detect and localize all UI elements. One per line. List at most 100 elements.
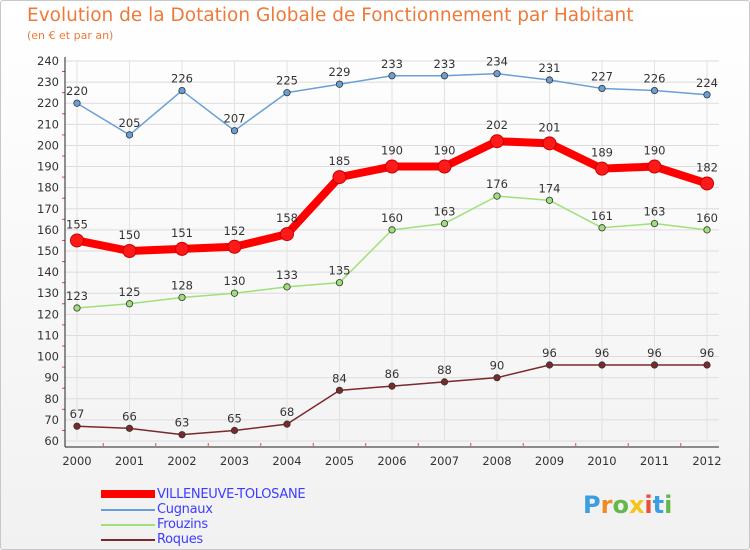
data-label-frouzins: 125 — [119, 285, 141, 299]
legend-swatch — [101, 509, 155, 511]
y-tick-label: 170 — [37, 202, 59, 216]
legend-item: Frouzins — [101, 517, 401, 532]
x-tick-label: 2003 — [220, 454, 249, 468]
data-label-frouzins: 163 — [434, 205, 456, 219]
data-label-villeneuve-tolosane: 190 — [381, 144, 403, 158]
data-label-roques: 96 — [647, 346, 662, 360]
data-label-cugnaux: 207 — [224, 112, 246, 126]
data-label-cugnaux: 227 — [591, 69, 613, 83]
data-label-roques: 96 — [595, 346, 610, 360]
data-label-roques: 65 — [227, 411, 242, 425]
data-label-cugnaux: 224 — [696, 76, 718, 90]
x-tick-label: 2012 — [692, 454, 721, 468]
x-tick-label: 2005 — [325, 454, 354, 468]
data-label-cugnaux: 225 — [276, 74, 298, 88]
data-point-cugnaux — [545, 76, 554, 84]
data-point-villeneuve-tolosane — [332, 170, 347, 185]
data-point-cugnaux — [650, 86, 659, 95]
data-point-frouzins — [335, 279, 344, 287]
y-tick-label: 240 — [37, 54, 59, 68]
data-point-villeneuve-tolosane — [542, 136, 557, 151]
data-point-villeneuve-tolosane — [227, 239, 242, 254]
chart-title: Evolution de la Dotation Globale de Fonc… — [27, 5, 634, 26]
data-label-villeneuve-tolosane: 155 — [66, 217, 88, 231]
x-tick-label: 2010 — [587, 454, 616, 468]
data-label-cugnaux: 205 — [119, 116, 141, 130]
logo-letter: i — [644, 491, 653, 519]
data-label-cugnaux: 233 — [381, 57, 403, 71]
data-label-villeneuve-tolosane: 151 — [171, 226, 193, 240]
data-point-roques — [388, 382, 396, 390]
data-label-frouzins: 160 — [381, 211, 403, 225]
y-tick-label: 180 — [37, 181, 59, 195]
data-point-frouzins — [388, 226, 396, 234]
data-label-roques: 84 — [332, 371, 347, 385]
data-point-cugnaux — [178, 86, 186, 95]
data-label-villeneuve-tolosane: 152 — [224, 224, 246, 238]
y-tick-label: 70 — [44, 413, 59, 427]
data-point-frouzins — [230, 289, 239, 297]
x-tick-label: 2011 — [640, 454, 669, 468]
data-point-frouzins — [703, 226, 711, 234]
data-label-frouzins: 133 — [276, 268, 298, 282]
data-point-frouzins — [493, 192, 501, 200]
data-label-villeneuve-tolosane: 190 — [644, 144, 666, 158]
data-point-roques — [703, 361, 711, 369]
legend-label: Frouzins — [157, 517, 208, 532]
data-label-villeneuve-tolosane: 158 — [276, 211, 298, 225]
data-label-frouzins: 128 — [171, 278, 193, 292]
data-point-villeneuve-tolosane — [175, 241, 189, 256]
data-label-frouzins: 123 — [66, 289, 88, 303]
x-tick-label: 2006 — [377, 454, 406, 468]
y-tick-label: 90 — [44, 371, 59, 385]
data-label-cugnaux: 220 — [66, 84, 88, 98]
data-point-frouzins — [178, 293, 186, 302]
data-point-roques — [125, 424, 134, 432]
data-label-villeneuve-tolosane: 185 — [329, 154, 351, 168]
data-label-villeneuve-tolosane: 190 — [434, 144, 456, 158]
data-point-frouzins — [598, 224, 606, 232]
proxiti-logo: Proxiti — [583, 491, 672, 519]
x-tick-label: 2007 — [430, 454, 459, 468]
data-point-cugnaux — [440, 72, 449, 80]
y-tick-label: 230 — [37, 75, 59, 89]
data-label-roques: 90 — [490, 359, 505, 373]
data-label-frouzins: 161 — [591, 209, 613, 223]
data-point-cugnaux — [73, 99, 81, 107]
data-point-roques — [545, 361, 554, 369]
y-tick-label: 210 — [37, 117, 59, 131]
y-tick-label: 110 — [37, 328, 59, 342]
legend-swatch — [101, 524, 155, 526]
data-point-villeneuve-tolosane — [490, 134, 504, 149]
data-label-roques: 67 — [70, 407, 85, 421]
x-tick-label: 2008 — [482, 454, 511, 468]
data-point-cugnaux — [703, 91, 711, 99]
y-tick-label: 140 — [37, 265, 59, 279]
data-point-cugnaux — [335, 80, 344, 88]
data-point-roques — [493, 374, 501, 382]
y-tick-label: 190 — [37, 160, 59, 174]
data-label-cugnaux: 229 — [329, 65, 351, 79]
y-tick-label: 120 — [37, 307, 59, 321]
chart-legend: VILLENEUVE-TOLOSANE Cugnaux Frouzins Roques — [101, 487, 401, 547]
data-label-roques: 66 — [122, 409, 137, 423]
data-point-cugnaux — [598, 84, 606, 93]
y-tick-label: 100 — [37, 350, 59, 364]
data-point-roques — [230, 426, 239, 435]
legend-item: Roques — [101, 532, 401, 547]
data-point-villeneuve-tolosane — [647, 159, 662, 174]
logo-letter: t — [652, 491, 665, 519]
data-point-roques — [283, 420, 291, 428]
x-tick-label: 2001 — [115, 454, 144, 468]
data-point-frouzins — [125, 300, 134, 308]
data-label-frouzins: 160 — [696, 211, 718, 225]
data-point-villeneuve-tolosane — [280, 227, 294, 242]
data-point-frouzins — [440, 219, 449, 228]
legend-label: Cugnaux — [157, 502, 213, 517]
data-label-villeneuve-tolosane: 150 — [119, 228, 141, 242]
legend-item: Cugnaux — [101, 502, 401, 517]
data-point-cugnaux — [388, 72, 396, 80]
y-tick-label: 80 — [44, 392, 59, 406]
logo-letter: i — [664, 491, 673, 519]
